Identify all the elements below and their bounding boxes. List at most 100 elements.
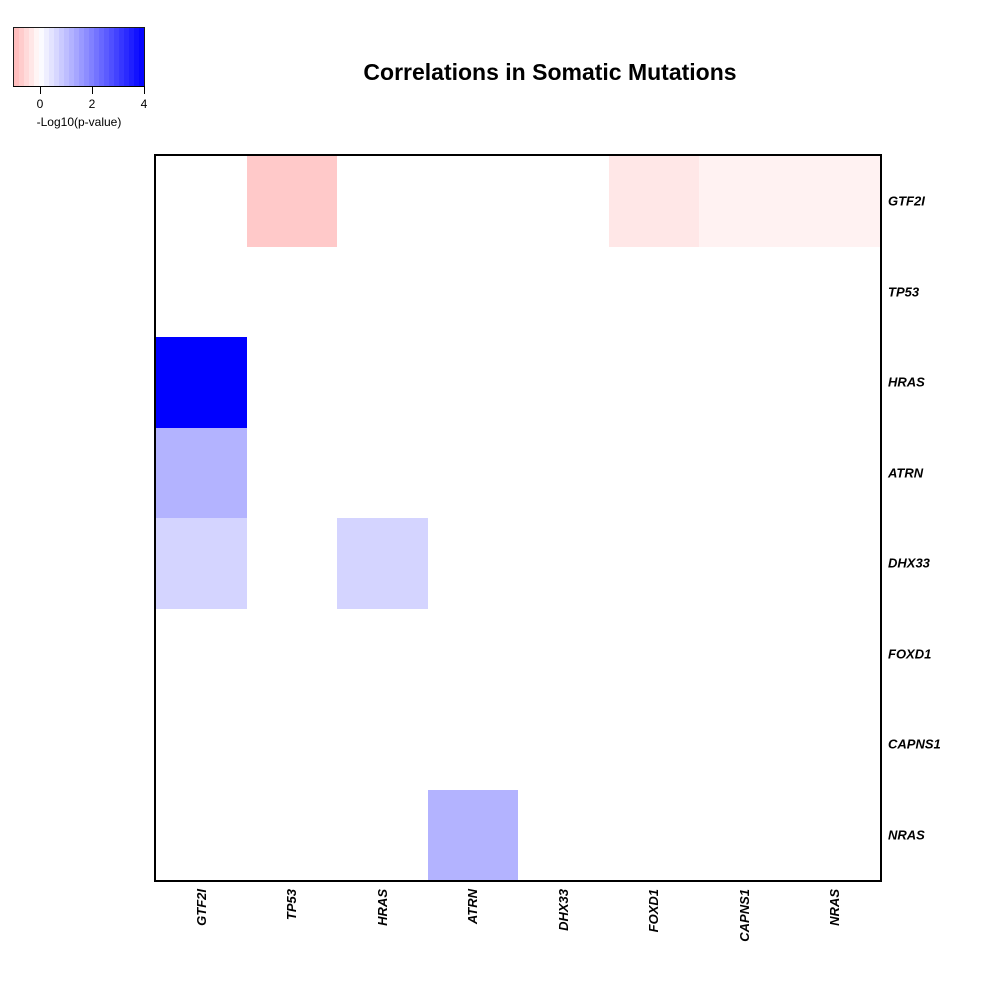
heatmap-cell-NRAS-FOXD1 — [608, 789, 699, 880]
heatmap-cell-FOXD1-DHX33 — [518, 608, 609, 699]
chart-title: Correlations in Somatic Mutations — [363, 59, 737, 85]
legend-tick-label: 2 — [88, 97, 96, 111]
heatmap-cell-ATRN-ATRN — [427, 427, 518, 518]
legend-tick-label: 4 — [140, 97, 148, 111]
x-axis-label-HRAS: HRAS — [374, 889, 390, 926]
legend-band — [129, 28, 134, 86]
legend-band — [94, 28, 99, 86]
x-axis-label-TP53: TP53 — [284, 889, 300, 921]
heatmap-cell-HRAS-NRAS — [789, 337, 880, 428]
legend-band — [64, 28, 69, 86]
legend-tick — [144, 87, 145, 94]
y-axis-label-DHX33: DHX33 — [888, 555, 930, 571]
legend-band — [99, 28, 104, 86]
heatmap-cell-FOXD1-FOXD1 — [608, 608, 699, 699]
heatmap-cell-NRAS-NRAS — [789, 789, 880, 880]
heatmap-cell-FOXD1-CAPNS1 — [699, 608, 790, 699]
heatmap-cell-TP53-DHX33 — [518, 246, 609, 337]
heatmap-cell-CAPNS1-HRAS — [337, 699, 428, 790]
y-axis-label-NRAS: NRAS — [888, 827, 925, 843]
legend-band — [74, 28, 79, 86]
heatmap-cell-GTF2I-CAPNS1 — [699, 156, 790, 247]
heatmap-cell-DHX33-CAPNS1 — [699, 518, 790, 609]
heatmap-cell-GTF2I-GTF2I — [156, 156, 247, 247]
heatmap-cell-TP53-GTF2I — [156, 246, 247, 337]
heatmap-cell-HRAS-DHX33 — [518, 337, 609, 428]
heatmap-cell-GTF2I-TP53 — [246, 156, 337, 247]
legend-band — [109, 28, 114, 86]
legend-band — [79, 28, 84, 86]
heatmap-cell-GTF2I-ATRN — [427, 156, 518, 247]
heatmap-cell-TP53-NRAS — [789, 246, 880, 337]
y-axis-label-ATRN: ATRN — [888, 465, 924, 481]
heatmap-cell-GTF2I-DHX33 — [518, 156, 609, 247]
heatmap-cell-ATRN-FOXD1 — [608, 427, 699, 518]
heatmap-cell-NRAS-ATRN — [427, 789, 518, 880]
heatmap-cell-NRAS-GTF2I — [156, 789, 247, 880]
heatmap-cell-TP53-TP53 — [246, 246, 337, 337]
legend-band — [114, 28, 119, 86]
heatmap-cell-ATRN-HRAS — [337, 427, 428, 518]
y-axis-label-FOXD1: FOXD1 — [888, 646, 932, 662]
heatmap-cell-TP53-FOXD1 — [608, 246, 699, 337]
heatmap-cell-HRAS-GTF2I — [156, 337, 247, 428]
legend-tick — [92, 87, 93, 94]
legend-tick-label: 0 — [36, 97, 44, 111]
heatmap-cell-FOXD1-ATRN — [427, 608, 518, 699]
legend-tick — [40, 87, 41, 94]
heatmap-cell-TP53-HRAS — [337, 246, 428, 337]
y-axis-label-TP53: TP53 — [888, 284, 920, 300]
heatmap-cell-CAPNS1-DHX33 — [518, 699, 609, 790]
heatmap-cell-HRAS-HRAS — [337, 337, 428, 428]
legend-band — [29, 28, 34, 86]
x-axis-label-NRAS: NRAS — [827, 889, 843, 926]
heatmap-cell-DHX33-ATRN — [427, 518, 518, 609]
x-axis-label-DHX33: DHX33 — [555, 889, 571, 931]
legend-band — [139, 28, 144, 86]
legend-band — [89, 28, 94, 86]
legend-band — [34, 28, 39, 86]
heatmap-cell-CAPNS1-NRAS — [789, 699, 880, 790]
heatmap-cell-DHX33-GTF2I — [156, 518, 247, 609]
heatmap-cell-NRAS-TP53 — [246, 789, 337, 880]
legend-band — [69, 28, 74, 86]
legend-band — [49, 28, 54, 86]
y-axis-label-CAPNS1: CAPNS1 — [888, 736, 941, 752]
legend-band — [54, 28, 59, 86]
heatmap-plot — [156, 156, 880, 880]
heatmap-cell-GTF2I-NRAS — [789, 156, 880, 247]
heatmap-cell-HRAS-TP53 — [246, 337, 337, 428]
heatmap-cell-FOXD1-NRAS — [789, 608, 880, 699]
legend-band — [124, 28, 129, 86]
heatmap-cell-ATRN-NRAS — [789, 427, 880, 518]
heatmap-cell-NRAS-CAPNS1 — [699, 789, 790, 880]
x-axis-label-ATRN: ATRN — [465, 889, 481, 925]
heatmap-cell-FOXD1-TP53 — [246, 608, 337, 699]
heatmap-cell-CAPNS1-FOXD1 — [608, 699, 699, 790]
legend-band — [59, 28, 64, 86]
heatmap-cell-GTF2I-HRAS — [337, 156, 428, 247]
heatmap-cell-FOXD1-HRAS — [337, 608, 428, 699]
heatmap-cell-HRAS-FOXD1 — [608, 337, 699, 428]
legend-band — [84, 28, 89, 86]
legend-band — [14, 28, 19, 86]
heatmap-cell-CAPNS1-CAPNS1 — [699, 699, 790, 790]
legend-band — [104, 28, 109, 86]
heatmap-cell-DHX33-DHX33 — [518, 518, 609, 609]
heatmap-cell-ATRN-TP53 — [246, 427, 337, 518]
heatmap-cell-DHX33-FOXD1 — [608, 518, 699, 609]
heatmap-cell-ATRN-CAPNS1 — [699, 427, 790, 518]
legend-band — [134, 28, 139, 86]
heatmap-cell-DHX33-TP53 — [246, 518, 337, 609]
heatmap-cell-CAPNS1-GTF2I — [156, 699, 247, 790]
x-axis-label-GTF2I: GTF2I — [193, 889, 209, 926]
heatmap-cell-ATRN-GTF2I — [156, 427, 247, 518]
x-axis-label-CAPNS1: CAPNS1 — [736, 889, 752, 942]
heatmap-cell-CAPNS1-TP53 — [246, 699, 337, 790]
heatmap-cell-ATRN-DHX33 — [518, 427, 609, 518]
heatmap-cell-TP53-ATRN — [427, 246, 518, 337]
x-axis-label-FOXD1: FOXD1 — [646, 889, 662, 933]
legend-band — [119, 28, 124, 86]
legend-band — [19, 28, 24, 86]
